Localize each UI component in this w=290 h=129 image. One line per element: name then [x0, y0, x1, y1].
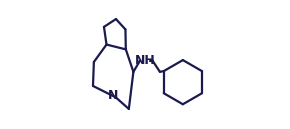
Text: NH: NH	[135, 54, 156, 67]
Text: N: N	[108, 89, 118, 102]
